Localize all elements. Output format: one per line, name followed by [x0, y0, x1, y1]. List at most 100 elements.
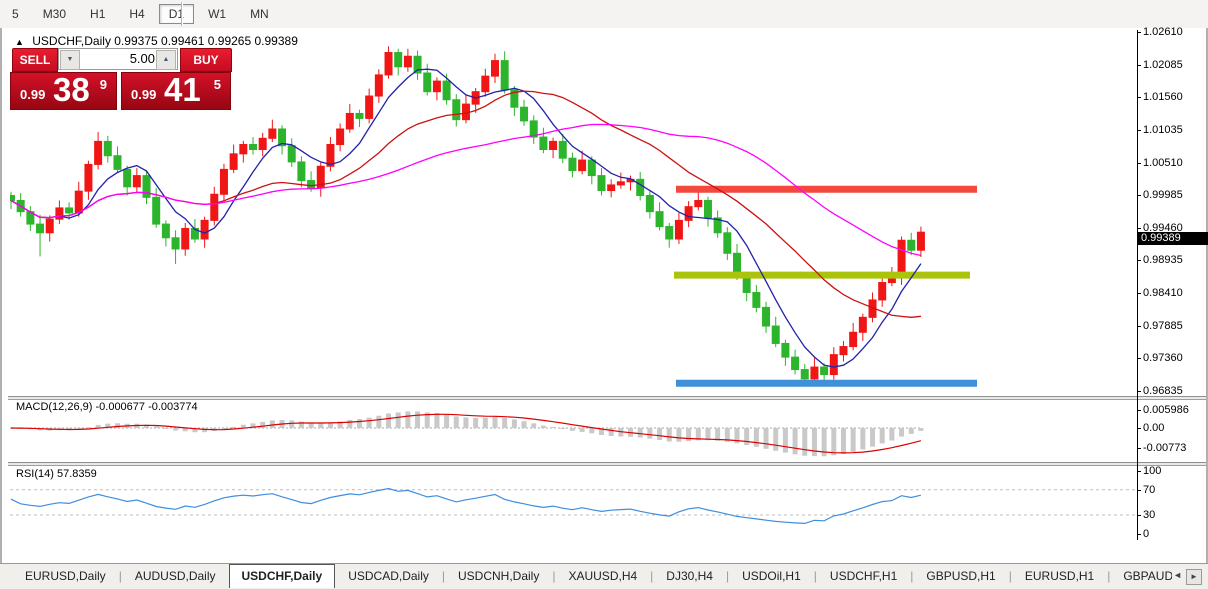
buy-price-big: 41	[164, 71, 201, 108]
tab-divider: |	[910, 569, 914, 583]
axis-price-label: 0.98935	[1143, 254, 1183, 267]
chart-tab-dj30[interactable]: DJ30,H4	[666, 569, 713, 583]
toolbar-divider	[181, 2, 183, 26]
tab-divider: |	[1107, 569, 1111, 583]
chart-tab-usdcad[interactable]: USDCAD,Daily	[348, 569, 429, 583]
axis-price-label: 0.99985	[1143, 189, 1183, 202]
main-price-chart[interactable]	[10, 30, 1137, 396]
sell-price-prefix: 0.99	[20, 87, 46, 102]
axis-price-label: 100	[1143, 465, 1162, 477]
axis-price-label: 1.01560	[1143, 91, 1183, 104]
axis-price-label: 0.00	[1143, 422, 1165, 434]
axis-price-label: 1.02610	[1143, 26, 1183, 38]
high-value: 0.99461	[161, 34, 205, 48]
chart-tab-audusd[interactable]: AUDUSD,Daily	[134, 569, 216, 583]
timeframe-button-h1[interactable]: H1	[90, 7, 106, 21]
axis-tick	[1137, 490, 1141, 491]
timeframe-button-h4[interactable]: H4	[129, 7, 145, 21]
pane-separator[interactable]	[8, 462, 1206, 466]
chart-tab-xauusd[interactable]: XAUUSD,H4	[568, 569, 638, 583]
tab-divider: |	[1008, 569, 1012, 583]
chart-header: ▲ USDCHF,Daily 0.99375 0.99461 0.99265 0…	[15, 34, 298, 48]
timeframe-button-5[interactable]: 5	[12, 7, 19, 21]
axis-price-label: 0.97885	[1143, 319, 1183, 332]
current-price-tag: 0.99389	[1138, 232, 1208, 245]
chart-tab-gbpusd[interactable]: GBPUSD,H1	[926, 569, 996, 583]
sell-price-pip: 9	[99, 77, 107, 92]
timeframe-button-mn[interactable]: MN	[250, 7, 269, 21]
volume-input[interactable]: 5.00	[129, 51, 155, 66]
volume-decrease-icon[interactable]: ▼	[60, 50, 80, 70]
tabs-scroll-left-icon[interactable]: ◄	[1173, 570, 1182, 580]
tab-divider: |	[813, 569, 817, 583]
chart-window[interactable]: ▲ USDCHF,Daily 0.99375 0.99461 0.99265 0…	[0, 26, 1208, 589]
axis-tick	[1137, 129, 1141, 131]
rsi-label: RSI(14) 57.8359	[16, 468, 97, 480]
open-value: 0.99375	[114, 34, 158, 48]
axis-price-label: 1.01035	[1143, 123, 1183, 136]
timeframe-button-d1[interactable]: D1	[158, 4, 195, 24]
axis-price-label: 0.005986	[1143, 404, 1189, 416]
macd-pane[interactable]	[10, 399, 1137, 462]
rsi-pane[interactable]	[10, 465, 1137, 540]
axis-tick	[1137, 471, 1141, 472]
chart-tab-usdchf[interactable]: USDCHF,Daily	[228, 564, 336, 588]
tab-divider: |	[650, 569, 654, 583]
price-axis-line	[1137, 30, 1138, 540]
sell-button[interactable]: SELL	[12, 48, 58, 72]
axis-tick	[1137, 227, 1141, 229]
chart-tabs: EURUSD,Daily | AUDUSD,Daily USDCHF,Daily USD…	[12, 564, 1172, 589]
low-value: 0.99265	[207, 34, 252, 48]
axis-tick	[1137, 391, 1141, 392]
axis-tick	[1137, 358, 1141, 360]
buy-price-box[interactable]: 0.99 41 5	[121, 71, 231, 110]
axis-price-label: 0.98410	[1143, 287, 1183, 300]
timeframe-toolbar: 5 M30 H1 H4 D1 W1 MN	[0, 0, 1208, 29]
sell-price-box[interactable]: 0.99 38 9	[10, 71, 117, 110]
tab-divider: |	[441, 569, 445, 583]
tab-divider: |	[118, 569, 122, 583]
chart-tab-usdchf[interactable]: USDCHF,H1	[829, 569, 898, 583]
chart-tab-gbpaud[interactable]: GBPAUD,H1	[1123, 569, 1172, 583]
axis-tick	[1137, 325, 1141, 327]
axis-tick	[1137, 64, 1141, 66]
chart-tab-eurusd[interactable]: EURUSD,Daily	[25, 569, 106, 583]
axis-tick	[1137, 448, 1141, 449]
chart-tab-eurusd[interactable]: EURUSD,H1	[1024, 569, 1095, 583]
tabs-scroll-right-icon[interactable]: ►	[1186, 569, 1202, 585]
axis-price-label: 0	[1143, 528, 1150, 540]
axis-price-label: 70	[1143, 484, 1156, 496]
tab-divider: |	[552, 569, 556, 583]
buy-price-prefix: 0.99	[131, 87, 157, 102]
chart-tab-bar: EURUSD,Daily | AUDUSD,Daily USDCHF,Daily USD…	[0, 563, 1208, 589]
volume-spinner: ▼ 5.00 ▲	[58, 48, 178, 70]
timeframe-buttons: 5 M30 H1 H4 D1 W1 MN	[0, 4, 281, 24]
symbol-period-label: USDCHF,Daily	[32, 34, 111, 48]
axis-price-label: 1.02085	[1143, 58, 1183, 71]
macd-label: MACD(12,26,9) -0.000677 -0.003774	[16, 401, 198, 413]
buy-price-pip: 5	[213, 77, 221, 92]
tab-divider: |	[725, 569, 730, 583]
one-click-trading-panel: SELL ▼ 5.00 ▲ BUY 0.99 38 9 0.99 41 5	[10, 48, 232, 110]
axis-tick	[1137, 260, 1141, 262]
chart-tab-usdoil[interactable]: USDOil,H1	[742, 569, 801, 583]
axis-tick	[1137, 428, 1141, 429]
chart-tab-usdcnh[interactable]: USDCNH,Daily	[458, 569, 540, 583]
axis-tick	[1137, 534, 1141, 535]
buy-button[interactable]: BUY	[180, 48, 232, 72]
volume-increase-icon[interactable]: ▲	[156, 50, 176, 70]
timeframe-button-w1[interactable]: W1	[208, 7, 227, 21]
close-value: 0.99389	[254, 34, 298, 48]
axis-price-label: -0.00773	[1143, 442, 1187, 454]
axis-tick	[1137, 515, 1141, 516]
sell-price-big: 38	[53, 71, 90, 108]
axis-tick	[1137, 195, 1141, 197]
axis-price-label: 30	[1143, 509, 1156, 521]
collapse-triangle-icon[interactable]: ▲	[15, 37, 24, 47]
axis-tick	[1137, 97, 1141, 99]
pane-separator[interactable]	[8, 396, 1206, 400]
timeframe-button-m30[interactable]: M30	[42, 7, 67, 21]
axis-price-label: 1.00510	[1143, 156, 1183, 169]
axis-tick	[1137, 410, 1141, 411]
